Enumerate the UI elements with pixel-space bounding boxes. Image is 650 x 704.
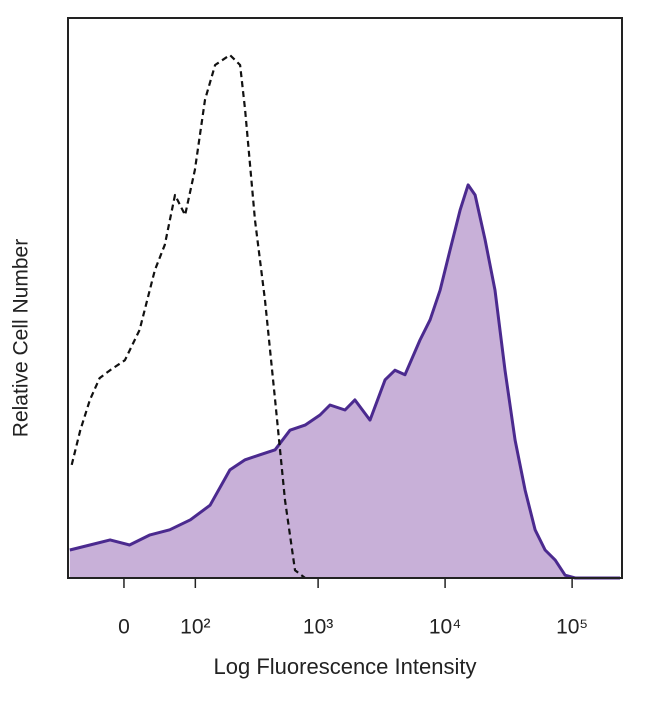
histogram-area [69, 184, 621, 578]
x-tick-label: 10⁴ [429, 616, 461, 639]
x-tick-label: 10² [180, 616, 210, 639]
x-tick-label: 10³ [303, 616, 333, 639]
y-axis-label: Relative Cell Number [10, 239, 33, 437]
plot-frame [67, 17, 623, 579]
x-tick-label: 10⁵ [556, 616, 588, 639]
x-tick-label: 0 [118, 616, 130, 639]
histogram-line [69, 183, 620, 580]
x-axis-label: Log Fluorescence Intensity [214, 654, 477, 679]
histogram-line [70, 53, 306, 579]
